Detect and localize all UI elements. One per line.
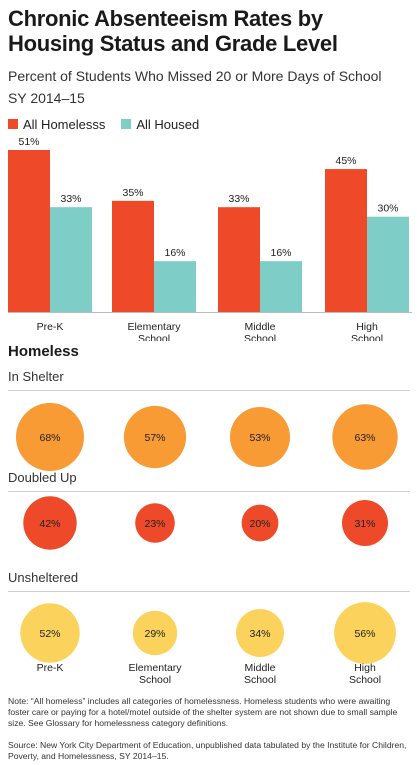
bubble-in-shelter-middle-school [230,407,290,467]
bubble-chart: 68% 57% 53% 63% 42% 23% 20% 31% 52% 29% 34% 56% Pre-… [16,403,398,686]
legend-label-homeless: All Homelesss [23,116,106,132]
bar-all-housed-high-school [367,216,409,312]
homeless-heading: Homeless [8,343,79,360]
bubble-doubled-up-pre-k [23,496,77,550]
bar-all-housed-middle-school [260,261,302,312]
bubble-in-shelter-high-school [332,404,398,470]
bubble-unsheltered-elementary-school [132,610,178,656]
bubble-category-label-high-school-line-2: School [349,674,381,686]
legend: All Homelesss All Housed [8,116,215,132]
bar-all-homelesss-elementary-school [112,200,154,312]
bubble-label-unsheltered-high-school: 56% [354,628,375,640]
bubble-category-label-middle-school-line-2: School [244,674,276,686]
bubble-label-in-shelter-high-school: 63% [354,432,375,444]
bar-label-all-housed-elementary-school: 16% [164,247,185,259]
bubble-label-doubled-up-middle-school: 20% [249,518,270,530]
bar-all-homelesss-high-school [325,169,367,312]
x-tick-label-middle-school-line-1: Middle [245,321,276,333]
chart-subtitle: Percent of Students Who Missed 20 or Mor… [8,65,413,109]
bar-label-all-homelesss-pre-k: 51% [18,136,39,148]
bubble-unsheltered-pre-k [20,603,80,663]
bar-label-all-housed-high-school: 30% [377,203,398,215]
x-tick-label-elementary-school-line-2: School [138,333,170,341]
bar-all-homelesss-pre-k [8,150,50,312]
bubble-category-label-pre-k: Pre-K [37,662,64,674]
bubble-label-unsheltered-elementary-school: 29% [144,628,165,640]
x-tick-label-middle-school-line-2: School [244,333,276,341]
bubble-unsheltered-middle-school [236,609,284,657]
bar-label-all-housed-pre-k: 33% [60,193,81,205]
bar-all-housed-elementary-school [154,261,196,312]
divider-doubled-up [8,491,410,492]
bubble-doubled-up-high-school [342,500,388,546]
x-tick-label-elementary-school-line-1: Elementary [127,321,181,333]
bubble-label-in-shelter-pre-k: 68% [39,432,60,444]
footnote: Note: “All homeless” includes all catego… [8,696,398,728]
bar-label-all-homelesss-elementary-school: 35% [122,187,143,199]
subtitle-line-2: SY 2014–15 [8,90,85,106]
legend-swatch-homeless [8,119,18,129]
bar-label-all-homelesss-high-school: 45% [335,155,356,167]
bubble-label-unsheltered-pre-k: 52% [39,628,60,640]
bubble-label-unsheltered-middle-school: 34% [249,628,270,640]
subtitle-line-1: Percent of Students Who Missed 20 or Mor… [8,68,382,84]
divider-in-shelter [8,390,410,391]
group-label-doubled-up: Doubled Up [8,470,77,485]
bubble-label-doubled-up-high-school: 31% [354,518,375,530]
bar-label-all-homelesss-middle-school: 33% [228,193,249,205]
chart-title: Chronic Absenteeism Rates by Housing Sta… [8,6,338,56]
group-label-unsheltered: Unsheltered [8,570,79,585]
group-label-in-shelter: In Shelter [8,369,64,384]
bubble-category-label-high-school-line-1: High [354,662,376,674]
bubble-unsheltered-high-school [334,602,396,664]
bar-chart: 51%33%Pre-K35%16%ElementarySchool33%16%M… [8,136,412,341]
divider-unsheltered [8,591,410,592]
bar-all-homelesss-middle-school [218,207,260,312]
bubble-label-doubled-up-pre-k: 42% [39,518,60,530]
bubble-label-doubled-up-elementary-school: 23% [144,518,165,530]
legend-label-housed: All Housed [136,116,200,132]
bar-all-housed-pre-k [50,207,92,312]
bubble-category-label-middle-school-line-1: Middle [245,662,276,674]
bar-label-all-housed-middle-school: 16% [270,247,291,259]
bubble-category-label-elementary-school-line-2: School [139,674,171,686]
bubble-in-shelter-pre-k [16,403,84,471]
bubble-label-in-shelter-middle-school: 53% [249,432,270,444]
legend-item-homeless: All Homelesss [8,117,105,132]
bubble-doubled-up-elementary-school [135,503,175,543]
source-note: Source: New York City Department of Educ… [8,740,407,761]
x-tick-label-high-school-line-1: High [356,321,378,333]
bubble-category-label-elementary-school-line-1: Elementary [128,662,182,674]
legend-swatch-housed [121,119,132,129]
bubble-doubled-up-middle-school [241,504,279,542]
bubble-label-in-shelter-elementary-school: 57% [144,432,165,444]
x-tick-label-pre-k: Pre-K [37,321,64,333]
x-tick-label-high-school-line-2: School [351,333,383,341]
legend-item-housed: All Housed [121,117,199,132]
bubble-in-shelter-elementary-school [123,405,187,469]
